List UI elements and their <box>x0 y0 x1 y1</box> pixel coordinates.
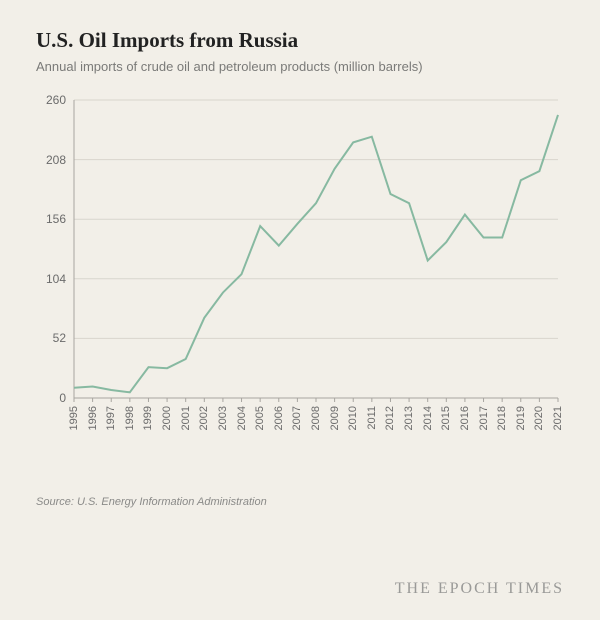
y-tick-label: 156 <box>36 212 66 226</box>
chart-container: U.S. Oil Imports from Russia Annual impo… <box>0 0 600 620</box>
x-tick-label: 1998 <box>124 406 136 430</box>
x-tick-label: 2003 <box>217 406 229 430</box>
x-tick-label: 2001 <box>180 406 192 430</box>
x-tick-label: 2009 <box>329 406 341 430</box>
x-tick-label: 2020 <box>533 406 545 430</box>
source-attribution: Source: U.S. Energy Information Administ… <box>36 496 564 508</box>
y-tick-label: 0 <box>36 391 66 405</box>
x-tick-label: 2015 <box>440 406 452 430</box>
x-tick-label: 2011 <box>366 406 378 430</box>
x-tick-label: 2017 <box>478 406 490 430</box>
x-tick-label: 2012 <box>384 406 396 430</box>
branding-logo: THE EPOCH TIMES <box>395 580 564 598</box>
x-tick-label: 2004 <box>236 406 248 430</box>
x-tick-label: 1996 <box>87 406 99 430</box>
x-tick-label: 2007 <box>291 406 303 430</box>
x-tick-label: 2006 <box>273 406 285 430</box>
x-tick-label: 2010 <box>347 406 359 430</box>
x-tick-label: 2008 <box>310 406 322 430</box>
x-tick-label: 1999 <box>142 406 154 430</box>
x-tick-label: 2005 <box>254 406 266 430</box>
chart-subtitle: Annual imports of crude oil and petroleu… <box>36 59 564 74</box>
line-chart-svg <box>36 92 564 412</box>
x-tick-label: 2000 <box>161 406 173 430</box>
chart-area: 0 52 104 156 208 260 1995 1996 1997 1998 1999 2000… <box>36 92 564 472</box>
x-tick-label: 1995 <box>68 406 80 430</box>
y-tick-label: 104 <box>36 272 66 286</box>
x-tick-label: 2013 <box>403 406 415 430</box>
x-tick-label: 2021 <box>552 406 564 430</box>
y-tick-label: 208 <box>36 153 66 167</box>
chart-title: U.S. Oil Imports from Russia <box>36 28 564 53</box>
x-tick-label: 2016 <box>459 406 471 430</box>
x-tick-label: 1997 <box>105 406 117 430</box>
x-tick-label: 2014 <box>422 406 434 430</box>
x-tick-label: 2019 <box>515 406 527 430</box>
x-tick-label: 2002 <box>198 406 210 430</box>
y-tick-label: 260 <box>36 93 66 107</box>
y-tick-label: 52 <box>36 331 66 345</box>
x-tick-label: 2018 <box>496 406 508 430</box>
